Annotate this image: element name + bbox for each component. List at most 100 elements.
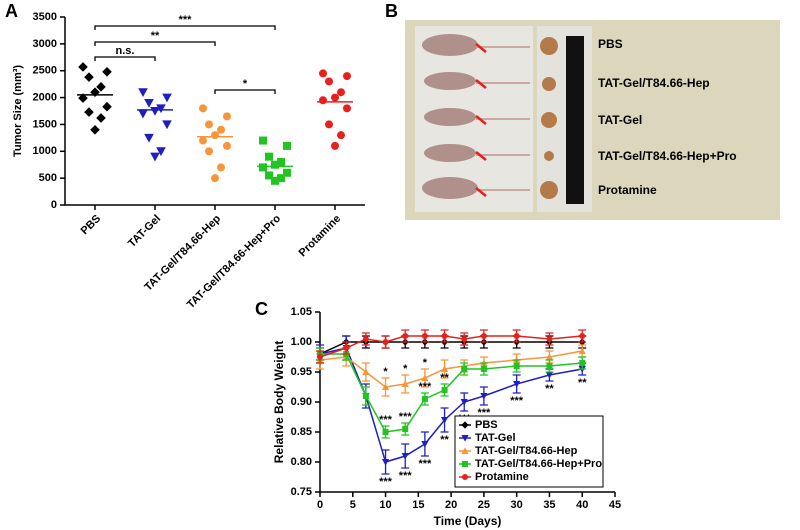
marker bbox=[259, 163, 267, 172]
y-tick-label: 0.95 bbox=[291, 366, 312, 378]
marker bbox=[441, 387, 448, 393]
panel-label: B bbox=[385, 1, 398, 21]
y-tick-label: 0.80 bbox=[291, 456, 312, 468]
legend-label: TAT-Gel bbox=[475, 432, 516, 444]
marker bbox=[382, 429, 389, 435]
marker bbox=[337, 88, 345, 97]
marker bbox=[402, 333, 409, 339]
marker bbox=[401, 453, 409, 460]
marker bbox=[199, 104, 207, 113]
x-tick-label: 30 bbox=[511, 499, 523, 511]
marker bbox=[480, 393, 488, 400]
marker bbox=[513, 363, 520, 369]
marker bbox=[325, 120, 333, 129]
marker bbox=[271, 160, 279, 169]
significance-bracket bbox=[94, 41, 216, 46]
y-axis-label: Tumor Size (mm³) bbox=[12, 65, 24, 157]
significance-label: *** bbox=[510, 395, 524, 407]
marker bbox=[283, 168, 291, 177]
significance-label: *** bbox=[379, 414, 393, 426]
x-tick-label: 15 bbox=[412, 499, 424, 511]
y-tick-label: 1500 bbox=[33, 118, 57, 130]
x-tick-label: 5 bbox=[350, 499, 356, 511]
marker bbox=[319, 96, 327, 105]
series-line bbox=[319, 341, 583, 355]
significance-label: n.s. bbox=[116, 45, 135, 57]
marker bbox=[337, 131, 345, 140]
marker bbox=[460, 399, 468, 406]
marker bbox=[96, 82, 106, 92]
marker bbox=[277, 174, 285, 183]
marker bbox=[461, 421, 469, 429]
x-axis-label: Time (Days) bbox=[434, 514, 502, 528]
x-tick-label: 40 bbox=[576, 499, 588, 511]
ruler bbox=[566, 36, 584, 204]
legend-label: Protamine bbox=[475, 471, 529, 483]
tumors bbox=[540, 37, 558, 199]
marker bbox=[217, 163, 225, 172]
marker bbox=[205, 147, 213, 156]
marker bbox=[578, 347, 586, 354]
significance-label: *** bbox=[399, 411, 413, 423]
marker bbox=[265, 152, 273, 161]
marker bbox=[205, 120, 213, 129]
marker bbox=[259, 136, 267, 145]
panel-label: A bbox=[5, 1, 18, 21]
significance-label: ** bbox=[151, 30, 160, 42]
marker bbox=[317, 354, 323, 360]
y-tick-label: 3000 bbox=[33, 38, 57, 50]
marker bbox=[343, 72, 351, 81]
legend-label: TAT-Gel/T84.66-Hep bbox=[475, 445, 578, 457]
marker bbox=[102, 66, 112, 77]
marker bbox=[362, 368, 370, 375]
marker bbox=[421, 374, 429, 381]
y-tick-label: 2500 bbox=[33, 65, 57, 77]
marker bbox=[150, 152, 160, 162]
significance-bracket bbox=[94, 25, 276, 30]
marker bbox=[78, 62, 88, 72]
x-tick-label: 20 bbox=[445, 499, 457, 511]
marker bbox=[461, 366, 468, 372]
mice bbox=[422, 34, 478, 199]
marker bbox=[223, 112, 231, 121]
marker bbox=[362, 336, 369, 342]
photo-label: TAT-Gel/T84.66-Hep+Pro bbox=[598, 149, 737, 163]
arrows bbox=[475, 43, 487, 197]
marker bbox=[402, 426, 409, 432]
marker bbox=[440, 365, 449, 372]
marker bbox=[461, 435, 469, 442]
significance-label: * bbox=[423, 357, 428, 369]
marker bbox=[421, 396, 428, 402]
marker bbox=[90, 125, 100, 135]
marker bbox=[162, 120, 172, 130]
marker bbox=[138, 109, 148, 119]
significance-label: *** bbox=[179, 14, 193, 26]
series-line bbox=[320, 353, 583, 433]
marker bbox=[513, 381, 521, 388]
significance-label: * bbox=[243, 78, 248, 90]
significance-label: ** bbox=[578, 377, 587, 389]
marker bbox=[579, 333, 586, 339]
marker bbox=[546, 336, 553, 342]
marker bbox=[319, 69, 327, 78]
marker bbox=[343, 104, 351, 113]
marker bbox=[462, 474, 468, 480]
y-tick-label: 3500 bbox=[33, 11, 57, 23]
y-tick-label: 500 bbox=[39, 172, 57, 184]
significance-label: ** bbox=[440, 434, 449, 446]
significance-bracket bbox=[94, 56, 156, 61]
x-tick-label: 35 bbox=[543, 499, 555, 511]
marker bbox=[331, 141, 339, 150]
marker bbox=[461, 336, 468, 342]
significance-label: ** bbox=[545, 383, 554, 395]
marker bbox=[343, 345, 350, 351]
marker bbox=[513, 333, 520, 339]
marker bbox=[78, 93, 88, 103]
y-tick-label: 0.75 bbox=[291, 486, 312, 498]
marker bbox=[102, 101, 112, 112]
marker bbox=[545, 353, 554, 360]
x-tick-label: PBS bbox=[79, 213, 103, 237]
series-line bbox=[319, 335, 583, 358]
marker bbox=[162, 93, 172, 103]
